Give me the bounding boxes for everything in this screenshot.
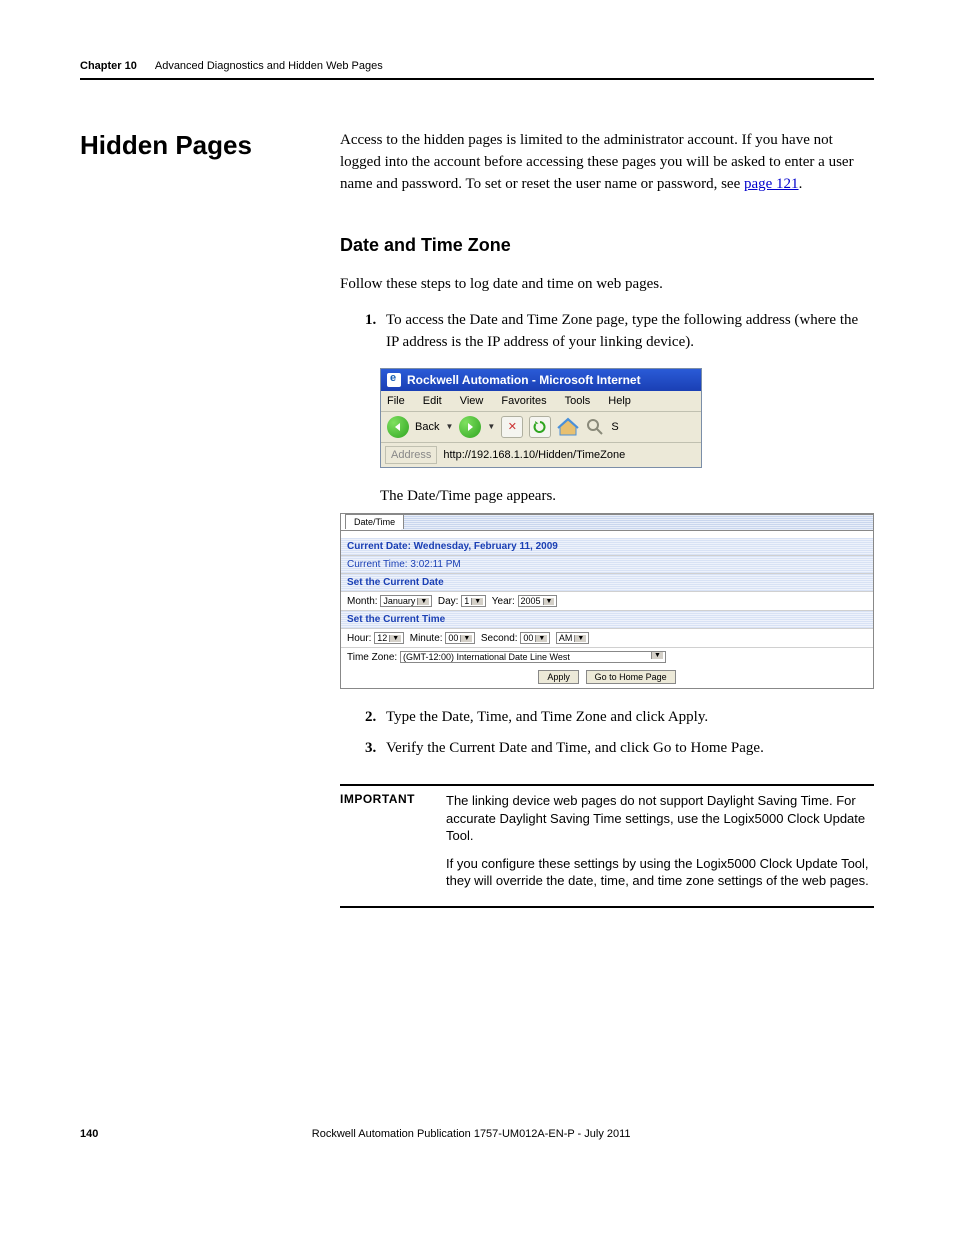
forward-dropdown-icon[interactable]: ▼ — [487, 422, 495, 431]
timezone-row: Time Zone: (GMT-12:00) International Dat… — [341, 648, 873, 666]
menu-view[interactable]: View — [460, 395, 484, 407]
set-date-header: Set the Current Date — [341, 574, 873, 592]
intro-text-after: . — [799, 176, 803, 192]
important-box: IMPORTANT The linking device web pages d… — [340, 784, 874, 908]
second-label: Second: — [481, 633, 518, 644]
month-label: Month: — [347, 596, 378, 607]
date-controls-row: Month: January▼ Day: 1▼ Year: 2005▼ — [341, 592, 873, 611]
back-dropdown-icon[interactable]: ▼ — [445, 422, 453, 431]
tab-strip-bg — [401, 514, 873, 531]
menu-edit[interactable]: Edit — [423, 395, 442, 407]
home-icon[interactable] — [557, 417, 579, 437]
hour-label: Hour: — [347, 633, 371, 644]
datetime-buttons: Apply Go to Home Page — [341, 666, 873, 688]
publication-id: Rockwell Automation Publication 1757-UM0… — [312, 1128, 631, 1140]
current-time-row: Current Time: 3:02:11 PM — [341, 556, 873, 574]
ampm-select[interactable]: AM▼ — [556, 632, 589, 644]
steps-list-continued: Type the Date, Time, and Time Zone and c… — [340, 707, 874, 761]
forward-icon[interactable] — [459, 416, 481, 438]
address-label: Address — [385, 446, 437, 464]
back-icon[interactable] — [387, 416, 409, 438]
year-label: Year: — [492, 596, 515, 607]
browser-toolbar: Back ▼ ▼ ✕ S — [381, 412, 701, 443]
menu-tools[interactable]: Tools — [565, 395, 591, 407]
browser-screenshot: Rockwell Automation - Microsoft Internet… — [380, 368, 702, 468]
hour-select[interactable]: 12▼ — [374, 632, 404, 644]
month-select[interactable]: January▼ — [380, 595, 432, 607]
datetime-screenshot: Date/Time Current Date: Wednesday, Febru… — [340, 513, 874, 689]
menu-favorites[interactable]: Favorites — [501, 395, 546, 407]
day-select[interactable]: 1▼ — [461, 595, 486, 607]
refresh-icon[interactable] — [529, 416, 551, 438]
search-hint: S — [611, 421, 618, 433]
page-footer: 140 Rockwell Automation Publication 1757… — [80, 1128, 874, 1140]
running-header: Chapter 10 Advanced Diagnostics and Hidd… — [80, 60, 874, 72]
datetime-tab[interactable]: Date/Time — [345, 514, 404, 529]
search-icon[interactable] — [585, 417, 605, 437]
menu-help[interactable]: Help — [608, 395, 631, 407]
important-p1: The linking device web pages do not supp… — [446, 792, 874, 845]
year-select[interactable]: 2005▼ — [518, 595, 558, 607]
go-home-button[interactable]: Go to Home Page — [586, 670, 676, 684]
important-label: IMPORTANT — [340, 792, 430, 900]
intro-paragraph: Access to the hidden pages is limited to… — [340, 130, 874, 195]
subsection-lead: Follow these steps to log date and time … — [340, 274, 874, 296]
chapter-title: Advanced Diagnostics and Hidden Web Page… — [155, 60, 383, 72]
important-rule-bottom — [340, 906, 874, 908]
current-date-row: Current Date: Wednesday, February 11, 20… — [341, 538, 873, 556]
address-bar: Address http://192.168.1.10/Hidden/TimeZ… — [381, 443, 701, 467]
address-url[interactable]: http://192.168.1.10/Hidden/TimeZone — [443, 449, 625, 461]
chapter-label: Chapter 10 — [80, 60, 137, 72]
section-title: Hidden Pages — [80, 130, 310, 161]
ie-icon — [387, 373, 401, 387]
header-rule — [80, 78, 874, 80]
page-121-link[interactable]: page 121 — [744, 176, 799, 192]
important-p2: If you configure these settings by using… — [446, 855, 874, 890]
browser-titlebar: Rockwell Automation - Microsoft Internet — [381, 369, 701, 391]
minute-select[interactable]: 00▼ — [445, 632, 475, 644]
steps-list: To access the Date and Time Zone page, t… — [340, 310, 874, 354]
important-rule-top — [340, 784, 874, 786]
timezone-select[interactable]: (GMT-12:00) International Date Line West… — [400, 651, 666, 663]
second-select[interactable]: 00▼ — [520, 632, 550, 644]
menu-file[interactable]: File — [387, 395, 405, 407]
apply-button[interactable]: Apply — [538, 670, 579, 684]
step-1: To access the Date and Time Zone page, t… — [380, 310, 874, 354]
step-3: Verify the Current Date and Time, and cl… — [380, 738, 874, 760]
set-time-header: Set the Current Time — [341, 611, 873, 629]
subsection-title: Date and Time Zone — [340, 235, 874, 256]
browser-title: Rockwell Automation - Microsoft Internet — [407, 373, 641, 387]
datetime-caption: The Date/Time page appears. — [380, 488, 874, 505]
minute-label: Minute: — [410, 633, 443, 644]
important-body: The linking device web pages do not supp… — [446, 792, 874, 900]
page-number: 140 — [80, 1128, 98, 1140]
day-label: Day: — [438, 596, 459, 607]
browser-menubar: File Edit View Favorites Tools Help — [381, 391, 701, 412]
step-2: Type the Date, Time, and Time Zone and c… — [380, 707, 874, 729]
stop-icon[interactable]: ✕ — [501, 416, 523, 438]
timezone-label: Time Zone: — [347, 652, 397, 663]
time-controls-row: Hour: 12▼ Minute: 00▼ Second: 00▼ AM▼ — [341, 629, 873, 648]
back-label[interactable]: Back — [415, 421, 439, 433]
